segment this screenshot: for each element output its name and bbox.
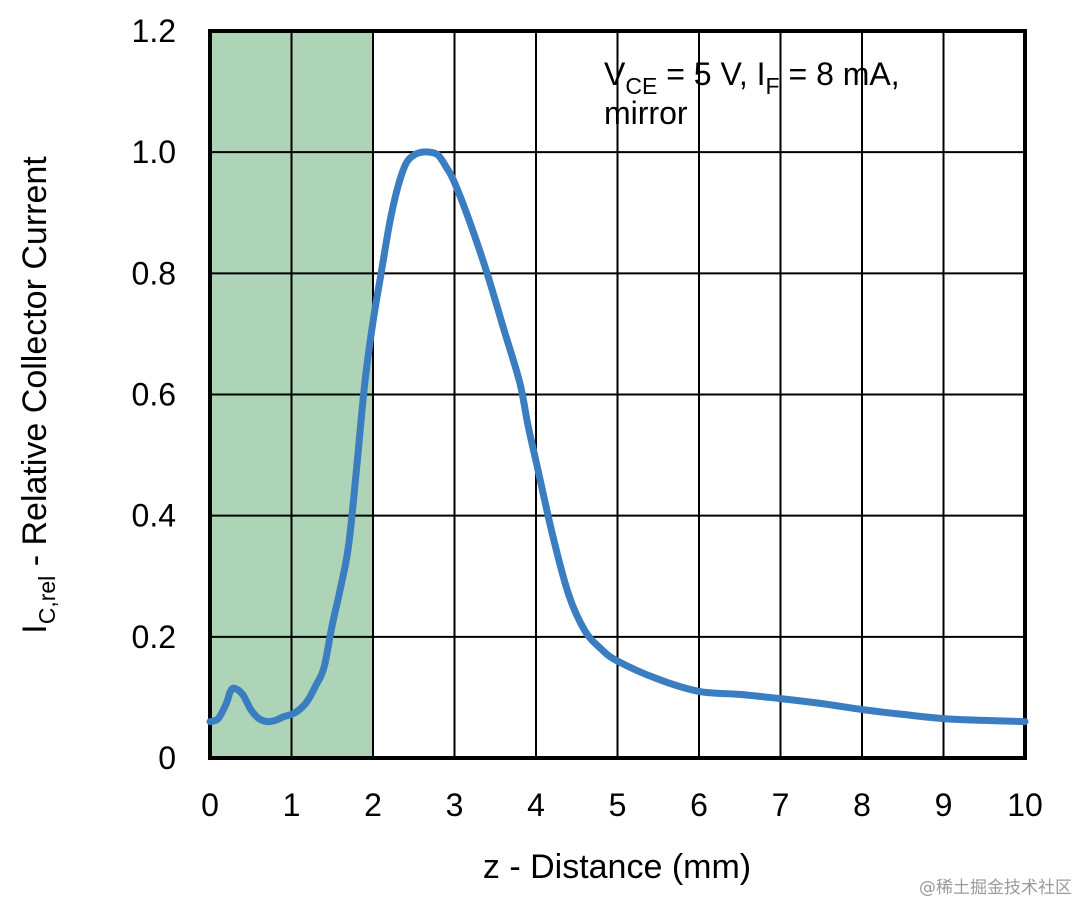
y-tick-label-1: 0.2	[132, 619, 176, 655]
annotation-segment-4: = 8 mA,	[780, 56, 900, 92]
y-tick-label-6: 1.2	[132, 13, 176, 49]
x-tick-label-7: 7	[772, 787, 790, 823]
y-tick-label-4: 0.8	[132, 255, 176, 291]
annotation-segment-3: F	[766, 73, 780, 99]
annotation-line-1: VCE = 5 V, IF = 8 mA,	[604, 56, 900, 99]
y-tick-label-2: 0.4	[132, 498, 176, 534]
annotation-segment-1: CE	[625, 73, 657, 99]
x-tick-label-0: 0	[201, 787, 219, 823]
y-axis-title: IC,rel - Relative Collector Current	[16, 156, 60, 634]
y-axis-title-sub: C,rel	[34, 576, 60, 625]
annotation-segment-0: V	[604, 56, 626, 92]
y-tick-label-0: 0	[158, 740, 176, 776]
x-axis-title: z - Distance (mm)	[483, 848, 751, 886]
x-tick-label-1: 1	[283, 787, 301, 823]
x-tick-label-4: 4	[527, 787, 545, 823]
x-tick-labels: 0 1 2 3 4 5 6 7 8 9 10	[201, 787, 1043, 823]
y-axis-title-main: I	[16, 624, 54, 633]
plot-frame	[208, 29, 1027, 760]
x-tick-label-6: 6	[690, 787, 708, 823]
series-line	[206, 148, 1029, 726]
x-tick-label-5: 5	[609, 787, 627, 823]
annotation-line-2: mirror	[604, 95, 688, 131]
annotation-segment-2: = 5 V, I	[657, 56, 765, 92]
y-axis-title-rest: - Relative Collector Current	[16, 156, 54, 576]
x-tick-label-3: 3	[446, 787, 464, 823]
y-tick-labels: 0 0.2 0.4 0.6 0.8 1.0 1.2	[132, 13, 176, 776]
watermark: @稀土掘金技术社区	[919, 878, 1072, 898]
x-tick-label-10: 10	[1007, 787, 1043, 823]
x-tick-label-8: 8	[853, 787, 871, 823]
y-tick-label-3: 0.6	[132, 377, 176, 413]
x-tick-label-9: 9	[935, 787, 953, 823]
x-tick-label-2: 2	[364, 787, 382, 823]
y-tick-label-5: 1.0	[132, 134, 176, 170]
